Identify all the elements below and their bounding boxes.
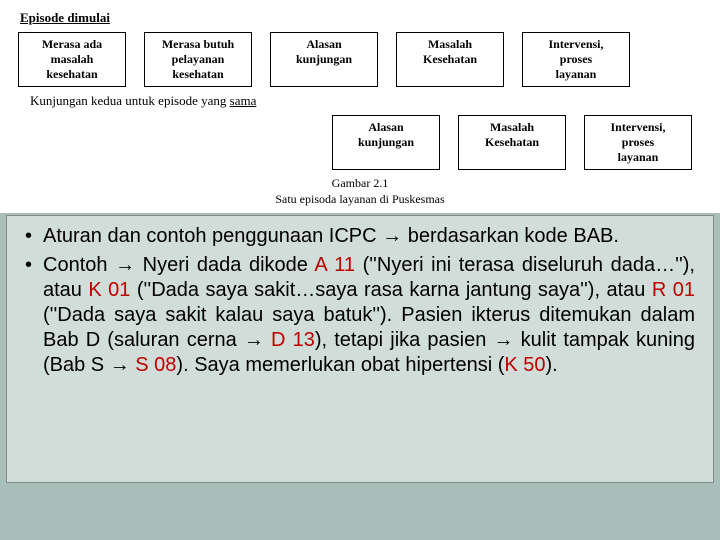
subheader-text: Kunjungan kedua untuk episode yang [30,93,230,108]
flow-box: Intervensi,proseslayanan [584,115,692,170]
flow-box: MasalahKesehatan [396,32,504,87]
code-ref: K 01 [88,279,130,301]
bullet-item-2: • Contoh → Nyeri dada dikode A 11 (''Nye… [25,253,695,378]
bullet-mark-icon: • [25,253,43,378]
text-frag: ). Saya memerlukan obat hipertensi ( [176,354,504,376]
diagram-header-2: Kunjungan kedua untuk episode yang sama [30,93,702,109]
box-row-2: Alasankunjungan MasalahKesehatan Interve… [18,115,702,170]
bullet-mark-icon: • [25,224,43,249]
flow-box: Alasankunjungan [332,115,440,170]
code-ref: R 01 [652,279,695,301]
diagram-caption: Gambar 2.1 Satu episoda layanan di Puske… [18,176,702,207]
diagram-panel: Episode dimulai Merasa adamasalahkesehat… [0,0,720,213]
diagram-header-1: Episode dimulai [20,10,702,26]
caption-line-2: Satu episoda layanan di Puskesmas [18,192,702,208]
arrow-icon: → [244,329,264,351]
flow-box: Merasa butuhpelayanankesehatan [144,32,252,87]
bullet-text: Contoh → Nyeri dada dikode A 11 (''Nyeri… [43,253,695,378]
bullet-text: Aturan dan contoh penggunaan ICPC → berd… [43,224,695,249]
text-frag: Contoh [43,254,115,276]
subheader-underline: sama [230,93,257,108]
flow-box: Merasa adamasalahkesehatan [18,32,126,87]
box-row-1: Merasa adamasalahkesehatan Merasa butuhp… [18,32,702,87]
code-ref: S 08 [135,354,176,376]
text-frag: Nyeri dada dikode [135,254,314,276]
code-ref: D 13 [271,329,315,351]
text-frag [264,329,271,351]
arrow-icon: → [115,254,135,276]
text-frag: berdasarkan kode BAB. [402,225,619,247]
flow-box: Intervensi,proseslayanan [522,32,630,87]
arrow-icon: → [110,354,130,376]
code-ref: K 50 [504,354,545,376]
text-frag: (''Dada saya sakit…saya rasa karna jantu… [130,279,651,301]
text-frag: Aturan dan contoh penggunaan ICPC [43,225,382,247]
flow-box: MasalahKesehatan [458,115,566,170]
flow-box: Alasankunjungan [270,32,378,87]
bullet-item-1: • Aturan dan contoh penggunaan ICPC → be… [25,224,695,249]
arrow-icon: → [382,225,402,247]
text-frag: ). [546,354,558,376]
content-panel: • Aturan dan contoh penggunaan ICPC → be… [6,215,714,483]
text-frag: ), tetapi jika pasien [315,329,494,351]
caption-line-1: Gambar 2.1 [18,176,702,192]
code-ref: A 11 [314,254,355,276]
arrow-icon: → [493,329,513,351]
